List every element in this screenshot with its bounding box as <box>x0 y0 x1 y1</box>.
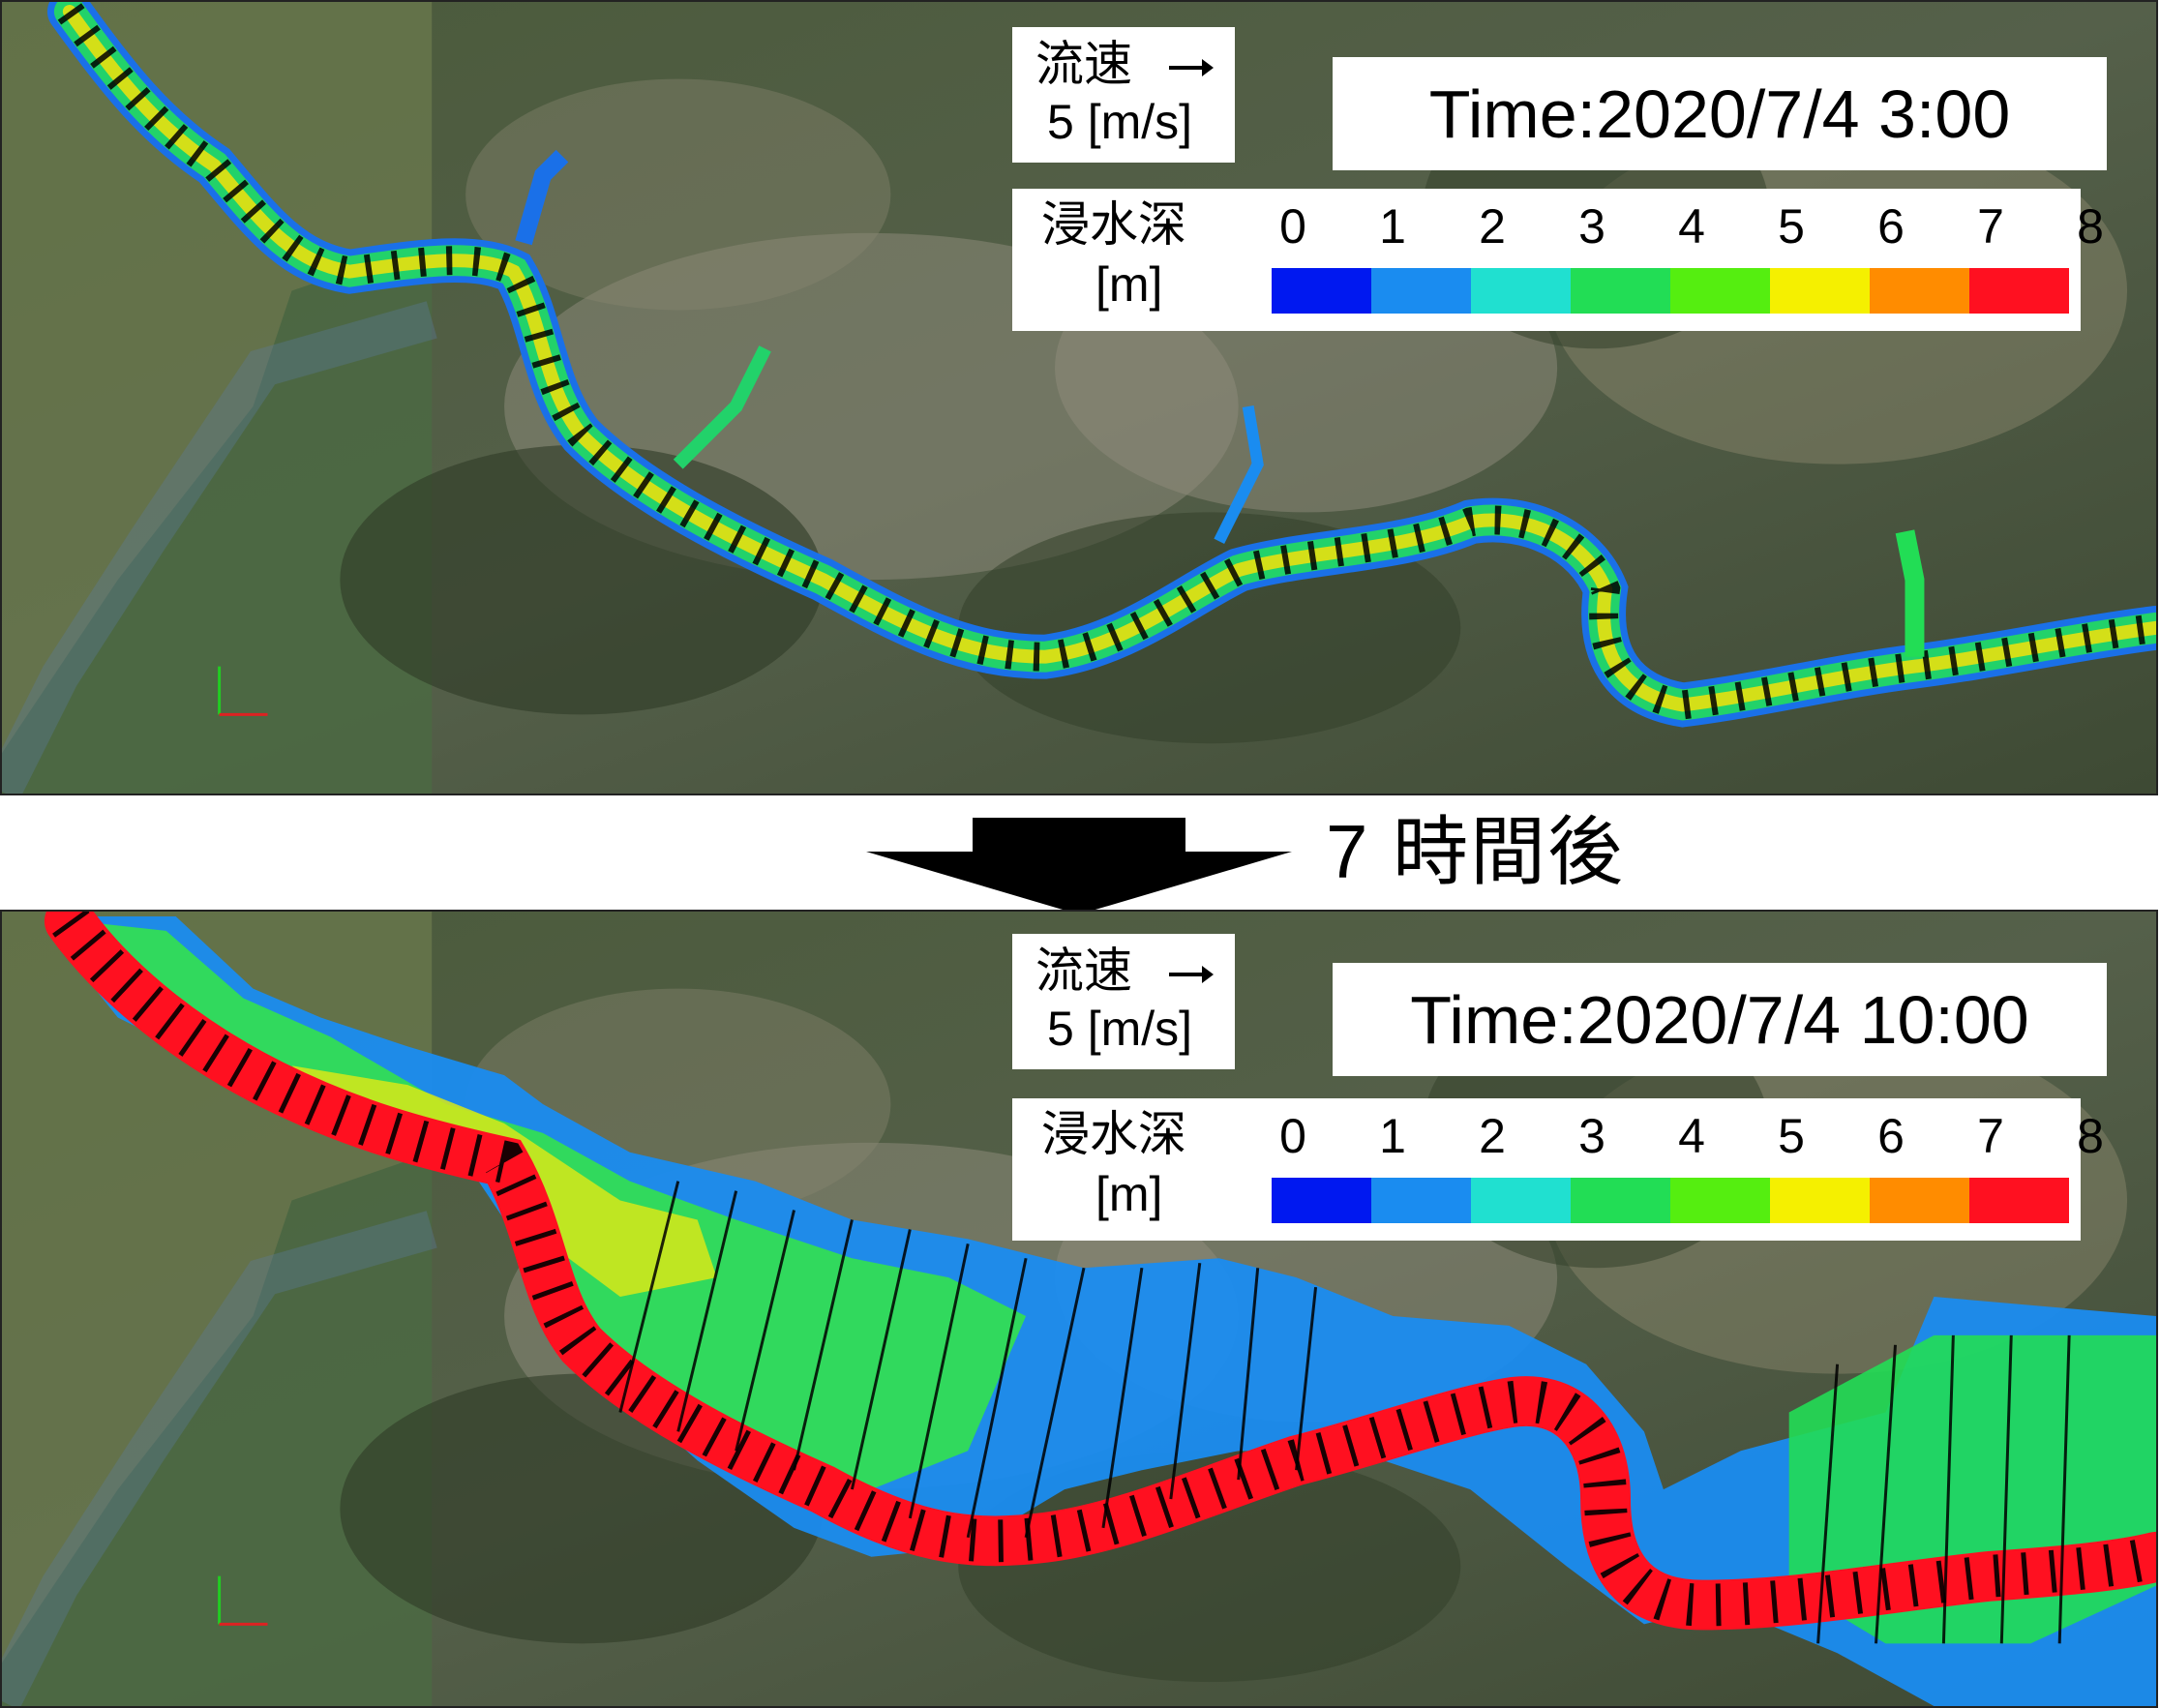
depth-legend-unit: [m] <box>1095 1167 1163 1221</box>
depth-color-bin <box>1870 1178 1969 1223</box>
velocity-label: 流速 <box>1035 37 1132 91</box>
depth-color-bin <box>1471 268 1571 314</box>
depth-tick: 4 <box>1678 199 1705 254</box>
depth-color-bin <box>1571 268 1670 314</box>
depth-color-bin <box>1371 1178 1471 1223</box>
time-label: Time:2020/7/4 10:00 <box>1333 963 2107 1076</box>
depth-color-bin <box>1272 1178 1371 1223</box>
map-panel-after: 流速 5 [m/s] Time:2020/7/4 10:00 浸水深 [m] 0… <box>0 910 2158 1708</box>
depth-tick: 4 <box>1678 1109 1705 1163</box>
depth-tick: 6 <box>1877 1109 1905 1163</box>
depth-color-bin <box>1571 1178 1670 1223</box>
depth-tick: 3 <box>1578 199 1605 254</box>
depth-tick: 6 <box>1877 199 1905 254</box>
velocity-legend: 流速 5 [m/s] <box>1012 934 1235 1069</box>
depth-color-bin <box>1670 1178 1770 1223</box>
depth-tick: 5 <box>1778 199 1805 254</box>
depth-color-bin <box>1969 1178 2069 1223</box>
depth-tick: 5 <box>1778 1109 1805 1163</box>
velocity-scale: 5 [m/s] <box>1047 1002 1193 1056</box>
depth-color-bin <box>1770 268 1870 314</box>
depth-color-bin <box>1670 268 1770 314</box>
depth-tick: 1 <box>1379 199 1406 254</box>
velocity-arrow-icon <box>1169 59 1214 76</box>
depth-tick: 0 <box>1279 1109 1306 1163</box>
depth-legend: 浸水深 [m] 0 1 2 3 4 5 6 7 8 <box>1012 189 2104 331</box>
time-label: Time:2020/7/4 3:00 <box>1333 57 2107 170</box>
depth-legend-unit: [m] <box>1095 257 1163 312</box>
depth-tick: 1 <box>1379 1109 1406 1163</box>
depth-tick: 2 <box>1479 1109 1506 1163</box>
depth-color-bin <box>1969 268 2069 314</box>
depth-tick: 2 <box>1479 199 1506 254</box>
depth-color-bin <box>1371 268 1471 314</box>
depth-tick: 8 <box>2077 1109 2104 1163</box>
depth-legend-title: 浸水深 <box>1041 197 1186 252</box>
depth-legend-title: 浸水深 <box>1041 1107 1186 1161</box>
transition-label: 7 時間後 <box>1326 809 1626 894</box>
depth-tick: 8 <box>2077 199 2104 254</box>
velocity-scale: 5 [m/s] <box>1047 95 1193 149</box>
velocity-label: 流速 <box>1035 944 1132 998</box>
depth-tick: 3 <box>1578 1109 1605 1163</box>
depth-color-bin <box>1272 268 1371 314</box>
map-panel-before: 流速 5 [m/s] Time:2020/7/4 3:00 浸水深 [m] 0 … <box>0 0 2158 795</box>
velocity-arrow-icon <box>1169 966 1214 983</box>
depth-color-bin <box>1770 1178 1870 1223</box>
depth-tick: 7 <box>1977 1109 2004 1163</box>
depth-tick: 7 <box>1977 199 2004 254</box>
down-arrow-icon <box>866 818 1292 914</box>
depth-legend: 浸水深 [m] 0 1 2 3 4 5 6 7 8 <box>1012 1098 2104 1241</box>
depth-tick: 0 <box>1279 199 1306 254</box>
depth-color-bin <box>1870 268 1969 314</box>
velocity-legend: 流速 5 [m/s] <box>1012 27 1235 163</box>
depth-color-bin <box>1471 1178 1571 1223</box>
transition: 7 時間後 <box>0 794 2160 914</box>
